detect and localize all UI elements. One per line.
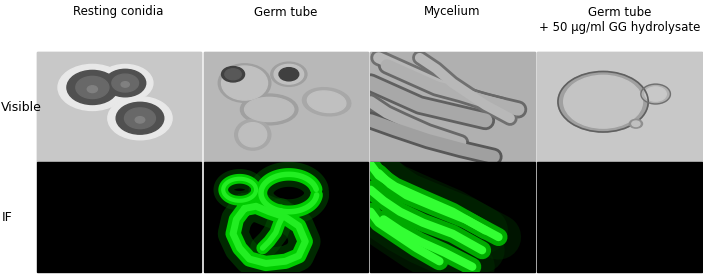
Ellipse shape [239, 123, 266, 147]
Circle shape [76, 76, 109, 98]
Circle shape [124, 108, 155, 129]
Ellipse shape [245, 97, 294, 122]
Circle shape [67, 70, 118, 104]
Circle shape [105, 69, 146, 97]
Text: Germ tube: Germ tube [254, 6, 317, 18]
Text: Visible: Visible [1, 101, 42, 114]
Ellipse shape [221, 66, 268, 100]
Circle shape [632, 121, 640, 126]
Ellipse shape [235, 119, 271, 150]
Ellipse shape [240, 94, 298, 125]
Ellipse shape [645, 87, 666, 101]
Circle shape [279, 68, 299, 81]
Text: Germ tube
+ 50 μg/ml GG hydrolysate: Germ tube + 50 μg/ml GG hydrolysate [538, 6, 700, 34]
Text: Resting conidia: Resting conidia [73, 6, 164, 18]
Circle shape [629, 119, 643, 128]
Circle shape [135, 117, 145, 123]
Circle shape [116, 102, 164, 134]
Circle shape [98, 64, 153, 101]
Text: IF: IF [1, 211, 12, 224]
Circle shape [87, 86, 98, 93]
Ellipse shape [274, 64, 304, 84]
Ellipse shape [271, 62, 307, 86]
Circle shape [225, 69, 241, 80]
Ellipse shape [641, 84, 671, 104]
Circle shape [221, 67, 245, 82]
Circle shape [58, 64, 127, 111]
Ellipse shape [564, 75, 643, 128]
Circle shape [108, 97, 172, 140]
Circle shape [112, 74, 138, 92]
Ellipse shape [219, 64, 271, 102]
Circle shape [121, 82, 129, 87]
Text: Mycelium: Mycelium [425, 6, 481, 18]
Ellipse shape [302, 88, 351, 116]
Ellipse shape [558, 72, 648, 132]
Ellipse shape [307, 91, 346, 112]
